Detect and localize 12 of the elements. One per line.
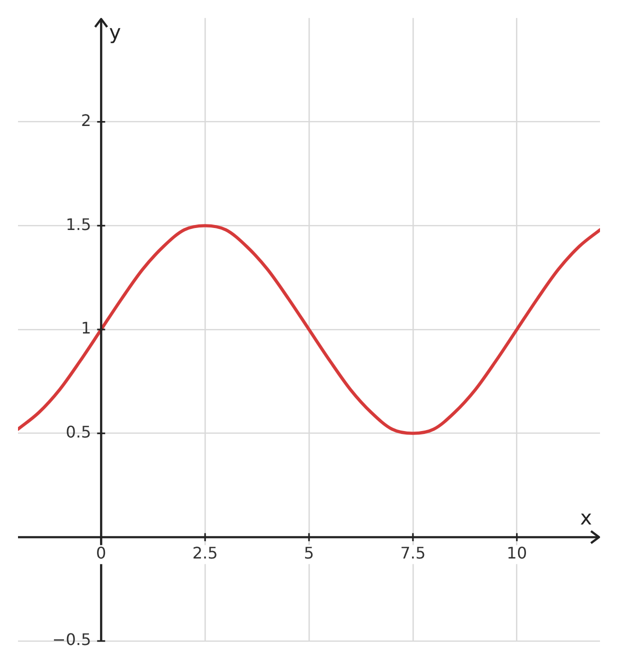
x-tick-label: 10 bbox=[506, 543, 528, 562]
y-axis-title: y bbox=[109, 20, 122, 44]
y-tick-label: 1.5 bbox=[66, 214, 92, 234]
x-tick-label: 2.5 bbox=[192, 543, 218, 562]
y-tick-label: −0.5 bbox=[52, 630, 92, 650]
x-tick-label: 0 bbox=[96, 543, 106, 562]
y-tick-label: 1 bbox=[80, 318, 92, 338]
x-tick-label: 7.5 bbox=[400, 543, 426, 562]
y-tick-label: 2 bbox=[80, 110, 92, 130]
x-tick-label: 5 bbox=[304, 543, 314, 562]
y-tick-label: 0.5 bbox=[66, 422, 92, 442]
x-axis-title: x bbox=[580, 505, 592, 530]
